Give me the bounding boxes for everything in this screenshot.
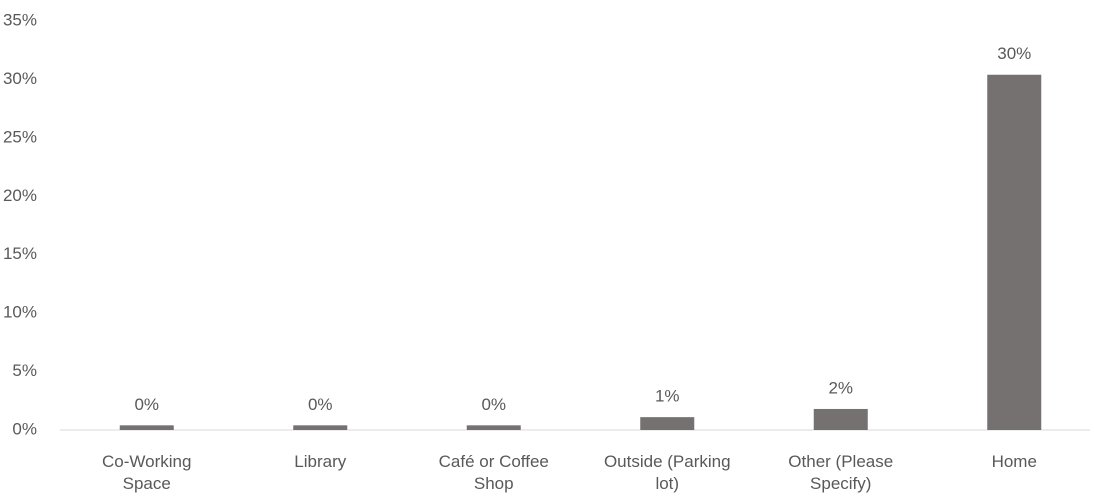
- data-label: 0%: [308, 395, 333, 414]
- bar: [987, 74, 1042, 431]
- y-tick-label: 35%: [3, 10, 37, 29]
- data-label: 0%: [134, 395, 159, 414]
- bar: [640, 417, 695, 430]
- y-tick-label: 25%: [3, 127, 37, 146]
- x-tick-label: Café or Coffee Shop: [438, 452, 549, 493]
- data-label: 1%: [655, 387, 680, 406]
- data-label: 2%: [828, 378, 853, 397]
- bar: [466, 425, 521, 430]
- bar: [813, 408, 868, 430]
- x-tick-label: Library: [294, 452, 347, 471]
- data-label: 0%: [481, 395, 506, 414]
- y-tick-label: 30%: [3, 69, 37, 88]
- x-tick-label: Other (Please Specify): [788, 452, 894, 493]
- x-tick-label: Home: [991, 452, 1037, 471]
- x-tick-label: Co-Working Space: [102, 452, 192, 493]
- y-tick-label: 20%: [3, 186, 37, 205]
- bar: [293, 425, 348, 430]
- y-tick-label: 0%: [12, 419, 37, 438]
- x-tick-label: Outside (Parking lot): [603, 452, 731, 493]
- y-tick-label: 5%: [12, 361, 37, 380]
- y-tick-label: 10%: [3, 303, 37, 322]
- y-tick-label: 15%: [3, 244, 37, 263]
- data-label: 30%: [997, 44, 1031, 63]
- bar: [119, 425, 174, 430]
